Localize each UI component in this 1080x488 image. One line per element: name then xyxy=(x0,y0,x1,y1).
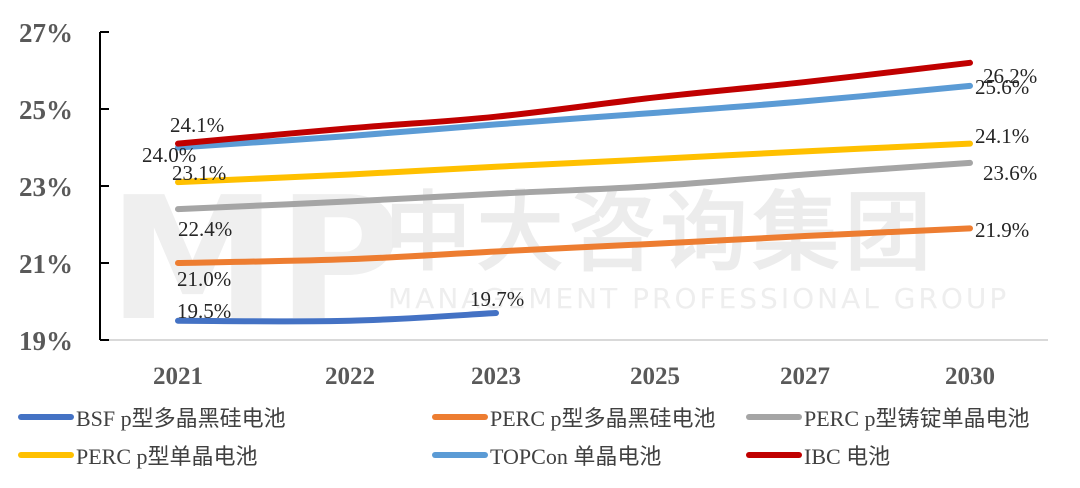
data-label: 19.7% xyxy=(470,287,524,311)
axes: 19% 21% 23% 25% 27% 2021 2022 2023 2025 2027 2030 xyxy=(19,18,1048,390)
legend-row-2: PERC p型单晶电池 TOPCon 单晶电池 IBC 电池 xyxy=(18,436,1080,474)
legend-item-topcon: TOPCon 单晶电池 xyxy=(432,439,732,471)
legend-label: TOPCon 单晶电池 xyxy=(490,444,662,469)
legend-row-1: BSF p型多晶黑硅电池 PERC p型多晶黑硅电池 PERC p型铸锭单晶电池 xyxy=(18,398,1080,436)
x-tick-label: 2021 xyxy=(153,363,203,390)
y-tick-label: 25% xyxy=(19,95,73,125)
legend-label: PERC p型多晶黑硅电池 xyxy=(490,406,716,431)
data-label: 22.4% xyxy=(178,217,232,241)
series-line xyxy=(175,59,973,147)
data-label: 24.1% xyxy=(170,113,224,137)
data-label: 23.1% xyxy=(172,161,226,185)
series-line xyxy=(175,82,973,151)
series-lines xyxy=(175,59,973,325)
legend-label: BSF p型多晶黑硅电池 xyxy=(76,406,286,431)
series-line xyxy=(175,159,973,213)
data-labels: 19.5% 19.7% 21.0% 21.9% 22.4% 23.6% 23.1% 24.1%… xyxy=(142,64,1037,323)
series-line xyxy=(175,310,499,325)
data-label: 21.9% xyxy=(975,218,1029,242)
x-tick-label: 2023 xyxy=(471,363,521,390)
x-tick-label: 2025 xyxy=(630,363,680,390)
legend-swatch-perc-cast-mono xyxy=(746,414,802,420)
legend-label: PERC p型单晶电池 xyxy=(76,444,258,469)
legend-swatch-perc-multi xyxy=(432,414,488,420)
legend-swatch-perc-mono xyxy=(18,452,74,458)
y-tick-label: 27% xyxy=(19,18,73,48)
legend-item-perc-mono: PERC p型单晶电池 xyxy=(18,439,432,471)
y-tick-label: 19% xyxy=(19,326,73,356)
legend-label: IBC 电池 xyxy=(804,444,891,469)
legend-item-perc-multi: PERC p型多晶黑硅电池 xyxy=(432,401,732,433)
legend-item-bsf: BSF p型多晶黑硅电池 xyxy=(18,401,432,433)
legend-swatch-topcon xyxy=(432,452,488,458)
series-line xyxy=(175,140,973,186)
legend-label: PERC p型铸锭单晶电池 xyxy=(804,406,1030,431)
data-label: 24.0% xyxy=(142,143,196,167)
watermark-en: MANAGEMENT PROFESSIONAL GROUP xyxy=(388,282,1009,315)
x-tick-label: 2022 xyxy=(325,363,375,390)
data-label: 19.5% xyxy=(177,299,231,323)
legend: BSF p型多晶黑硅电池 PERC p型多晶黑硅电池 PERC p型铸锭单晶电池… xyxy=(18,398,1080,474)
legend-item-ibc: IBC 电池 xyxy=(746,439,890,471)
legend-swatch-ibc xyxy=(746,452,802,458)
data-label: 25.6% xyxy=(975,75,1029,99)
x-tick-label: 2027 xyxy=(780,363,830,390)
data-label: 23.6% xyxy=(983,161,1037,185)
series-line xyxy=(175,225,973,266)
y-tick-label: 23% xyxy=(19,172,73,202)
data-label: 26.2% xyxy=(983,64,1037,88)
data-label: 24.1% xyxy=(975,124,1029,148)
legend-item-perc-cast-mono: PERC p型铸锭单晶电池 xyxy=(746,401,1030,433)
y-tick-label: 21% xyxy=(19,249,73,279)
data-label: 21.0% xyxy=(177,267,231,291)
x-tick-label: 2030 xyxy=(945,363,995,390)
legend-swatch-bsf xyxy=(18,414,74,420)
